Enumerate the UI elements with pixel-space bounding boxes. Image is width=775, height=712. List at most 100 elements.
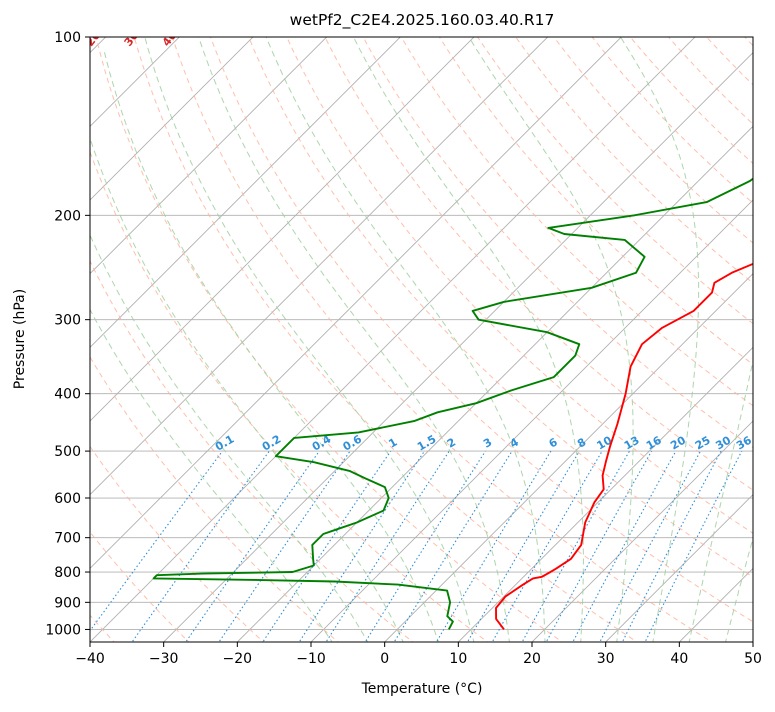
mixing-ratio-line	[262, 450, 392, 642]
moist-adiabat-line	[90, 308, 333, 642]
x-tick-label: 20	[523, 651, 541, 667]
moist-adiabat-line	[265, 37, 546, 642]
isotherm-line	[752, 641, 753, 642]
dry-adiabat-line	[477, 37, 753, 325]
mixing-ratio-line	[131, 450, 270, 642]
mixing-ratio-label: 1	[386, 436, 399, 451]
mixing-ratio-label: 16	[644, 433, 664, 452]
isotherm-line	[531, 420, 753, 642]
mixing-ratio-label: 36	[734, 433, 754, 452]
mixing-ratio-line	[185, 450, 320, 642]
isotherm-line	[678, 567, 753, 642]
mixing-ratio-label: 1.5	[415, 433, 438, 454]
moist-adiabats	[90, 37, 753, 642]
isotherm-line	[310, 199, 753, 642]
isotherm-line	[90, 37, 549, 496]
mixing-ratio-label: 3	[481, 436, 494, 451]
dry-adiabat-line	[90, 356, 340, 642]
mixing-ratio-label: 13	[622, 434, 642, 453]
isotherm-line	[384, 273, 753, 642]
isotherm-line	[163, 52, 753, 642]
moist-adiabat-line	[725, 536, 753, 642]
dry-adiabat-line	[362, 37, 753, 449]
dry-adiabat-label: 30	[122, 29, 142, 49]
mixing-ratio-label: 25	[693, 434, 713, 453]
isotherm-lines	[90, 37, 753, 642]
dry-adiabat-line	[209, 37, 753, 623]
mixing-ratio-label: 0.1	[213, 433, 236, 454]
mixing-ratio-line	[466, 450, 580, 642]
mixing-ratio-line	[621, 450, 722, 642]
profile-series	[152, 177, 753, 630]
dry-adiabat-line	[705, 37, 753, 86]
mixing-ratio-line	[572, 450, 677, 642]
dry-adiabat-line	[95, 37, 564, 642]
mixing-ratio-label: 20	[668, 433, 688, 452]
dry-adiabat-line	[770, 24, 775, 645]
isotherm-line	[90, 37, 622, 569]
isotherm-line	[90, 37, 254, 201]
y-tick-label: 700	[54, 531, 81, 547]
mixing-ratio-line	[364, 450, 486, 642]
mixing-ratio-lines	[90, 450, 743, 642]
dry-adiabat-line	[438, 37, 753, 366]
x-tick-label: −10	[296, 651, 326, 667]
isotherm-line	[90, 37, 328, 275]
mixing-ratio-label: 0.2	[260, 433, 283, 454]
dry-adiabat-line	[324, 37, 753, 491]
y-tick-label: 600	[54, 491, 81, 507]
dry-adiabat-line	[90, 531, 190, 642]
x-tick-label: 10	[449, 651, 467, 667]
mixing-ratio-label: 4	[508, 435, 521, 450]
x-axis-label: Temperature (°C)	[361, 681, 483, 697]
y-tick-label: 400	[54, 387, 81, 403]
mixing-ratio-line	[393, 450, 513, 642]
y-axis-label: Pressure (hPa)	[12, 289, 28, 389]
chart-title: wetPf2_C2E4.2025.160.03.40.R17	[290, 11, 555, 30]
moist-adiabat-line	[620, 37, 700, 642]
moist-adiabat-line	[90, 136, 404, 642]
moist-adiabat-line	[103, 49, 440, 642]
dry-adiabat-line	[591, 37, 753, 204]
dry-adiabat-label: 40	[160, 29, 180, 49]
isotherm-line	[236, 125, 753, 642]
x-tick-label: −20	[223, 651, 253, 667]
dry-adiabat-line	[248, 37, 753, 578]
temperature-profile-line	[495, 262, 753, 630]
y-tick-label: 500	[54, 444, 81, 460]
dry-adiabat-label: 20	[83, 29, 103, 49]
y-tick-label: 800	[54, 565, 81, 581]
mixing-ratio-line	[218, 450, 351, 642]
isotherm-line	[605, 494, 753, 642]
x-tick-label: 40	[670, 651, 688, 667]
y-axis: 1000 900 800 700 600 500 400 300 200 100	[45, 30, 90, 638]
x-tick-label: 50	[744, 651, 762, 667]
moist-adiabat-line	[144, 37, 475, 642]
isotherm-line	[90, 37, 475, 422]
mixing-ratio-label: 8	[575, 436, 588, 451]
plot-frame	[89, 36, 754, 643]
dry-adiabats	[90, 24, 775, 645]
mixing-ratio-line	[298, 450, 425, 642]
moist-adiabat-line	[468, 37, 634, 642]
moist-adiabat-line	[90, 233, 369, 642]
mixing-ratio-line	[90, 450, 223, 632]
isobar-grid	[90, 37, 753, 630]
mixing-ratio-label: 6	[547, 435, 560, 450]
mixing-ratio-line	[599, 450, 701, 642]
moist-adiabat-line	[688, 358, 753, 642]
x-tick-label: 0	[380, 651, 389, 667]
isotherm-line	[90, 37, 401, 348]
dry-adiabat-line	[286, 37, 753, 534]
mixing-ratio-label: 0.6	[341, 432, 365, 453]
moist-adiabat-line	[353, 37, 584, 642]
y-tick-label: 200	[54, 208, 81, 224]
moist-adiabat-line	[198, 37, 510, 642]
isotherm-line	[90, 37, 696, 642]
x-tick-label: −40	[75, 651, 105, 667]
dry-adiabat-line	[90, 259, 414, 642]
dry-adiabat-line	[667, 37, 753, 125]
x-axis: −40 −30 −20 −10 0 10 20 30 40 50	[75, 642, 762, 667]
dry-adiabat-line	[90, 445, 265, 642]
